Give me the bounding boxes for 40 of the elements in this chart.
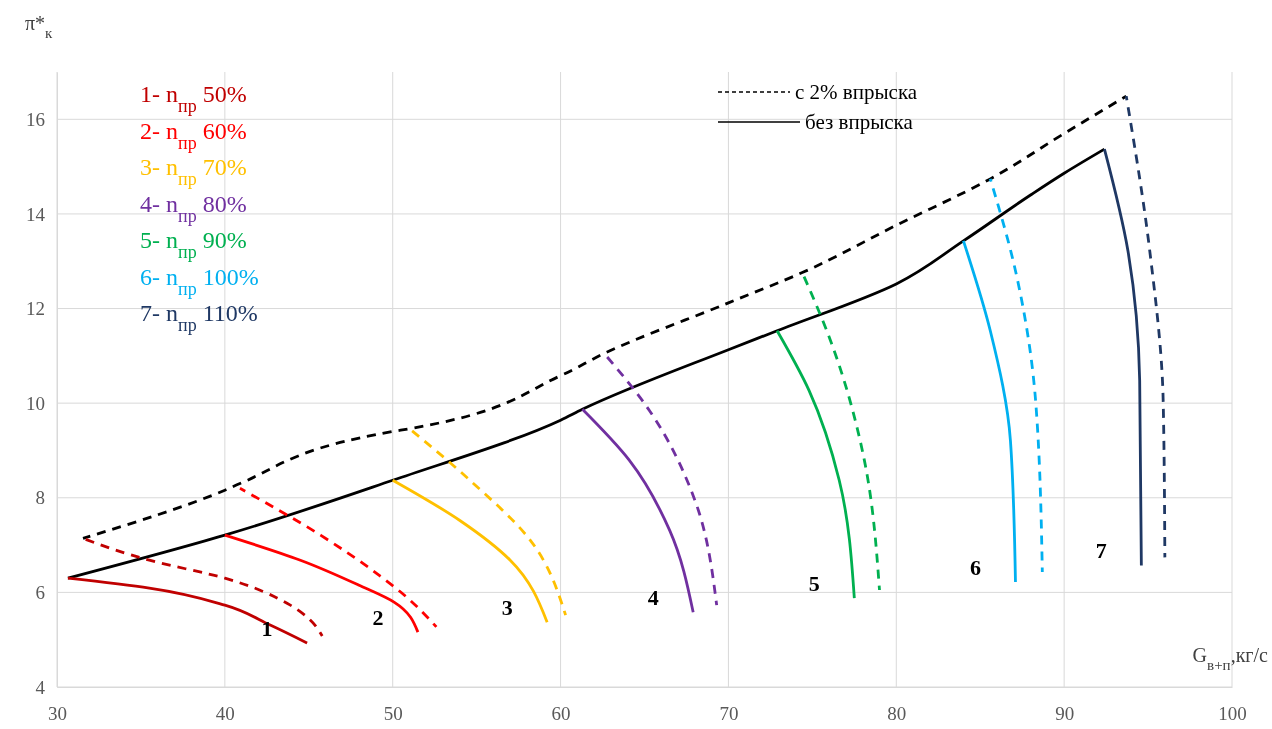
text: 6- n$_{пр}$ 100% — [140, 263, 259, 299]
line-series — [580, 407, 695, 614]
line-series — [66, 576, 309, 645]
legend-label: с 2% впрыска — [795, 80, 918, 104]
annotation: 4 — [647, 584, 659, 610]
y-tick-label: 14 — [26, 203, 46, 225]
text: 1- n$_{пр}$ 50% — [140, 81, 247, 116]
line-series — [391, 478, 549, 624]
x-tick-label: 80 — [887, 703, 907, 725]
x-tick-label: 50 — [383, 703, 403, 725]
text: 2- n$_{пр}$ 60% — [140, 117, 247, 153]
y-tick-label: 12 — [26, 298, 45, 320]
x-tick-label: 70 — [719, 703, 739, 725]
legend-label: без впрыска — [805, 110, 914, 134]
annotation: 5 — [808, 570, 820, 596]
text: 7- n$_{пр}$ 110% — [140, 300, 258, 335]
x-tick-label: 100 — [1218, 703, 1247, 725]
y-tick-label: 4 — [35, 676, 46, 698]
y-tick-label: 6 — [35, 581, 45, 603]
text: 5- n$_{пр}$ 90% — [140, 227, 247, 262]
line-series — [988, 177, 1044, 574]
annotation: 6 — [969, 554, 981, 580]
x-tick-label: 40 — [215, 703, 235, 725]
y-tick-label: 16 — [26, 108, 45, 130]
x-tick-label: 90 — [1055, 703, 1075, 725]
x-tick-label: 30 — [48, 703, 67, 725]
line-series — [223, 533, 420, 634]
annotation: 3 — [501, 594, 513, 620]
line-series — [1124, 94, 1167, 559]
x-tick-label: 60 — [551, 703, 571, 725]
text: 4- n$_{пр}$ 80% — [140, 190, 247, 226]
line-series — [775, 329, 856, 600]
line-series — [962, 239, 1017, 584]
annotation: 7 — [1095, 538, 1107, 564]
y-tick-label: 8 — [35, 487, 45, 509]
x-axis-title: G$_{в+п}$,кг/с — [1192, 644, 1269, 673]
y-tick-label: 10 — [26, 392, 45, 414]
annotation: 2 — [372, 604, 384, 630]
text: 3- n$_{пр}$ 70% — [140, 154, 247, 189]
y-axis-title: π*$_{к}$ — [25, 12, 54, 41]
